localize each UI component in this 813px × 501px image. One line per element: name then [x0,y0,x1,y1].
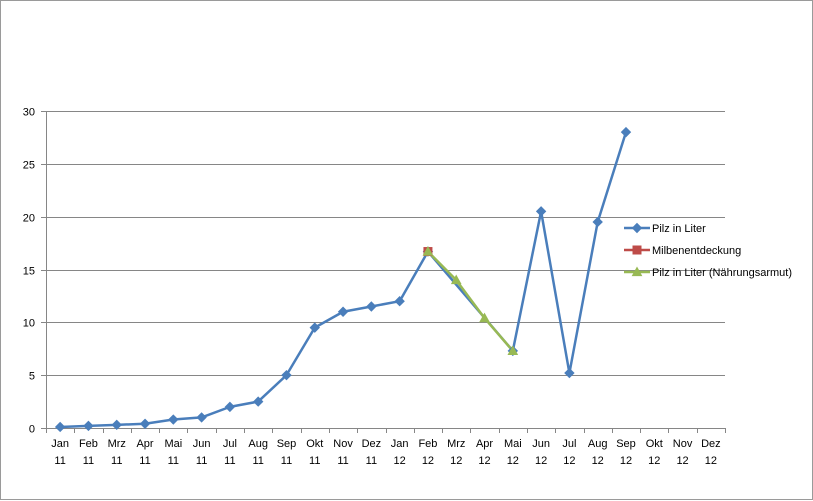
data-point-pilz-in-liter [394,295,405,307]
x-tick-label-year: 12 [507,455,519,467]
data-point-pilz-in-liter [168,414,179,425]
data-point-pilz-in-liter [111,419,122,431]
legend-marker-milbenentdeckung [632,245,642,255]
x-tick-label-year: 11 [83,455,94,467]
y-tick-label-20: 20 [23,213,35,225]
x-tick-label-year: 12 [620,455,632,467]
x-tick-label-month: Nov [333,438,353,450]
x-tick-label-year: 12 [422,455,434,467]
x-tick-label-month: Feb [418,438,437,450]
x-tick-label-year: 11 [252,455,263,467]
data-point-pilz-in-liter [54,421,66,433]
x-tick-label-year: 11 [196,455,207,467]
data-point-pilz-in-liter [337,306,349,317]
y-tick-label-10: 10 [23,318,35,330]
x-tick-label-month: Sep [277,438,297,450]
x-tick-label-month: Mai [504,438,522,450]
x-tick-label-year: 12 [394,455,406,467]
data-point-pilz-in-liter [620,126,632,138]
x-tick-label-month: Dez [701,438,721,450]
x-tick-label-year: 12 [535,455,547,467]
x-tick-label-year: 12 [676,455,688,467]
x-tick-label-year: 11 [54,455,65,467]
x-tick-label-month: Jun [532,438,550,450]
y-tick-label-25: 25 [23,160,35,172]
x-tick-label-year: 11 [281,455,292,467]
x-tick-label-year: 12 [705,455,717,467]
x-tick-label-month: Sep [616,438,636,450]
data-point-pilz-in-liter-n-hrungsarmut [422,246,434,256]
y-tick-label-30: 30 [23,107,35,119]
x-tick-label-month: Aug [248,438,268,450]
x-tick-label-year: 11 [168,455,179,467]
x-tick-label-month: Apr [476,438,493,450]
data-point-pilz-in-liter [139,418,151,429]
y-tick-label-15: 15 [23,266,35,278]
x-tick-label-month: Jun [193,438,211,450]
x-tick-label-month: Apr [136,438,153,450]
x-tick-label-month: Jan [51,438,69,450]
x-tick-label-month: Nov [673,438,693,450]
x-tick-label-month: Mrz [108,438,126,450]
legend-marker-pilz-in-liter [631,222,643,234]
x-tick-label-month: Jul [562,438,576,450]
x-tick-label-month: Dez [362,438,382,450]
data-point-pilz-in-liter [83,420,94,432]
series-line-pilz-in-liter [60,131,628,429]
data-point-pilz-in-liter-n-hrungsarmut [507,345,519,355]
x-tick-label-month: Mai [164,438,182,450]
x-tick-label-year: 11 [309,455,320,467]
legend-marker-pilz-in-liter-n-hrungsarmut [631,266,643,277]
data-point-pilz-in-liter [281,369,292,381]
x-tick-label-year: 12 [592,455,604,467]
y-tick-label-0: 0 [29,424,35,436]
x-tick-label-year: 11 [337,455,348,467]
data-point-pilz-in-liter-n-hrungsarmut [479,312,490,323]
x-tick-label-year: 12 [478,455,490,467]
x-tick-label-month: Mrz [447,438,465,450]
legend-label-pilz-in-liter: Pilz in Liter [652,223,706,235]
data-point-pilz-in-liter [535,206,547,217]
y-tick-label-5: 5 [29,371,35,383]
series-line-pilz-in-liter-n-hrungsarmut [427,250,514,352]
x-tick-label-month: Jan [391,438,409,450]
x-tick-label-year: 12 [648,455,660,467]
x-tick-label-month: Okt [646,438,663,450]
x-tick-label-year: 11 [111,455,122,467]
x-tick-label-month: Okt [306,438,323,450]
x-tick-label-month: Jul [223,438,237,450]
data-point-pilz-in-liter [366,301,377,312]
data-point-pilz-in-liter [564,367,575,379]
legend-label-milbenentdeckung: Milbenentdeckung [652,245,741,257]
x-tick-label-year: 12 [563,455,575,467]
x-tick-label-year: 12 [450,455,462,467]
x-tick-label-month: Feb [79,438,98,450]
data-point-pilz-in-liter [196,412,207,423]
x-tick-label-year: 11 [224,455,235,467]
legend-label-pilz-in-liter-n-hrungsarmut: Pilz in Liter (Nährungsarmut) [652,267,792,279]
x-tick-label-year: 11 [139,455,150,467]
x-tick-label-year: 11 [366,455,377,467]
data-point-pilz-in-liter [309,322,320,333]
data-point-pilz-in-liter [224,401,236,413]
data-point-pilz-in-liter [592,216,603,228]
data-point-pilz-in-liter-n-hrungsarmut [450,274,462,285]
data-point-pilz-in-liter [252,396,264,407]
x-tick-label-month: Aug [588,438,608,450]
